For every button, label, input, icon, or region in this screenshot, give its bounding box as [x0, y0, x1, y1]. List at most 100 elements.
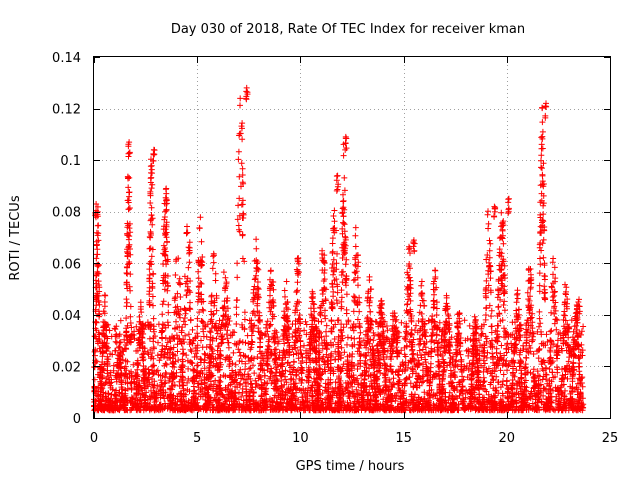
data-point	[332, 379, 339, 386]
data-point	[449, 379, 456, 386]
data-point	[328, 318, 335, 325]
data-point	[206, 328, 213, 335]
data-point	[580, 323, 587, 330]
data-point	[148, 212, 155, 218]
data-point	[406, 338, 413, 345]
data-point	[239, 165, 246, 172]
data-point	[207, 329, 214, 336]
data-point	[161, 395, 168, 402]
data-point	[331, 207, 338, 214]
data-point	[543, 331, 550, 338]
data-point	[384, 327, 391, 334]
data-point	[488, 370, 495, 377]
data-point	[101, 299, 108, 305]
data-point	[127, 380, 134, 387]
data-point	[540, 392, 547, 399]
data-point	[465, 352, 472, 359]
data-point	[183, 229, 190, 236]
data-point	[239, 231, 246, 238]
data-point	[210, 362, 217, 369]
data-point	[173, 318, 179, 325]
data-point	[329, 261, 336, 268]
data-point	[235, 346, 242, 353]
data-point	[282, 367, 289, 374]
data-point	[202, 351, 209, 358]
data-point	[194, 323, 201, 330]
data-point	[466, 322, 473, 329]
data-point	[219, 317, 226, 324]
data-point	[94, 407, 101, 414]
data-point	[344, 334, 351, 341]
data-point	[146, 272, 153, 278]
data-point	[341, 174, 348, 181]
data-point	[338, 294, 345, 301]
data-point	[385, 367, 391, 374]
data-point	[421, 395, 428, 402]
data-point	[297, 338, 304, 345]
data-point	[350, 308, 357, 315]
data-point	[515, 407, 522, 414]
data-point	[211, 252, 217, 259]
data-point	[237, 352, 244, 359]
data-point	[239, 339, 246, 346]
data-point	[107, 350, 114, 357]
data-point	[126, 174, 133, 181]
scatter-points	[91, 84, 587, 414]
data-point	[203, 333, 210, 340]
data-point	[163, 207, 170, 214]
data-point	[262, 372, 268, 379]
data-point	[177, 294, 184, 300]
data-point	[234, 297, 241, 303]
data-point	[217, 374, 224, 380]
data-point	[329, 240, 336, 247]
data-point	[123, 296, 130, 303]
data-point	[562, 371, 569, 378]
data-point	[292, 345, 299, 352]
data-point	[245, 340, 252, 347]
data-point	[123, 315, 130, 322]
data-point	[354, 366, 361, 372]
data-point	[222, 274, 229, 281]
data-point	[165, 309, 172, 316]
data-point	[492, 327, 499, 334]
data-point	[499, 381, 506, 388]
data-point	[267, 321, 274, 328]
data-point	[185, 365, 192, 372]
data-point	[93, 319, 100, 326]
data-point	[112, 326, 119, 333]
data-point	[125, 206, 132, 213]
data-point	[159, 311, 166, 318]
data-point	[467, 336, 474, 343]
data-point	[234, 260, 241, 267]
data-point	[341, 349, 348, 356]
data-point	[398, 319, 405, 326]
data-point	[212, 270, 219, 277]
data-point	[91, 364, 98, 371]
data-point	[116, 339, 123, 346]
data-point	[150, 315, 157, 322]
data-point	[210, 259, 217, 266]
data-point	[367, 356, 374, 363]
data-point	[239, 321, 245, 328]
data-point	[267, 268, 274, 275]
data-point	[163, 371, 170, 378]
data-point	[526, 342, 533, 349]
data-point	[295, 355, 302, 362]
data-point	[330, 213, 337, 219]
data-point	[198, 337, 204, 344]
data-point	[150, 302, 156, 309]
data-point	[185, 264, 192, 271]
data-point	[174, 341, 181, 348]
data-point	[124, 270, 131, 277]
data-point	[330, 271, 337, 278]
data-point	[579, 383, 586, 390]
data-point	[102, 292, 109, 299]
data-point	[239, 255, 246, 262]
data-point	[235, 156, 242, 163]
data-point	[413, 322, 419, 329]
data-point	[185, 244, 192, 251]
data-point	[208, 345, 215, 351]
data-point	[148, 204, 155, 211]
data-point	[303, 321, 310, 328]
data-point	[126, 205, 133, 211]
